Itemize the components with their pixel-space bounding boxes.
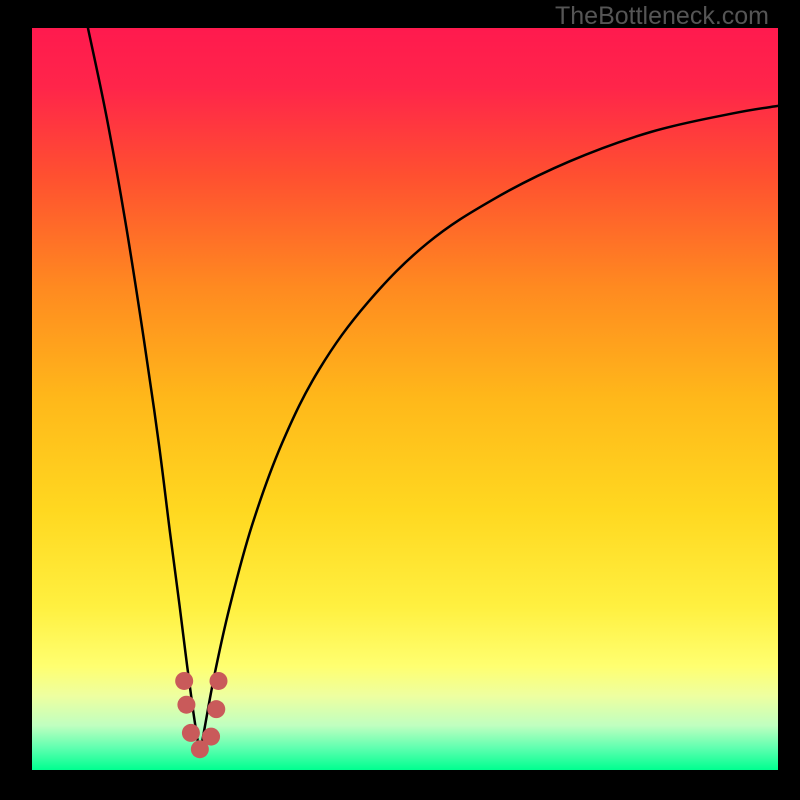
curve-right — [200, 106, 778, 755]
marker-dot — [175, 672, 193, 690]
plot-area — [32, 28, 778, 770]
marker-dot — [182, 724, 200, 742]
marker-dot — [177, 696, 195, 714]
marker-dot — [202, 728, 220, 746]
attribution-text: TheBottleneck.com — [555, 2, 769, 31]
marker-group — [175, 672, 227, 758]
marker-dot — [207, 700, 225, 718]
marker-dot — [210, 672, 228, 690]
chart-overlay — [32, 28, 778, 770]
curve-left — [88, 28, 200, 755]
chart-container: TheBottleneck.com — [0, 0, 800, 800]
